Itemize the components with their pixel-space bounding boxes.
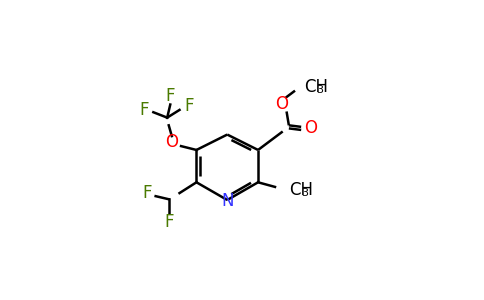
Text: F: F [142, 184, 152, 202]
Text: O: O [304, 119, 317, 137]
Text: F: F [139, 101, 149, 119]
Text: CH: CH [304, 78, 328, 96]
Text: 3: 3 [317, 85, 324, 95]
Text: CH: CH [289, 181, 313, 199]
Text: 3: 3 [301, 188, 308, 198]
Text: N: N [221, 192, 233, 210]
Text: O: O [166, 133, 178, 151]
Text: F: F [164, 213, 173, 231]
Text: O: O [274, 95, 287, 113]
Text: F: F [184, 97, 194, 115]
Text: F: F [166, 87, 175, 105]
